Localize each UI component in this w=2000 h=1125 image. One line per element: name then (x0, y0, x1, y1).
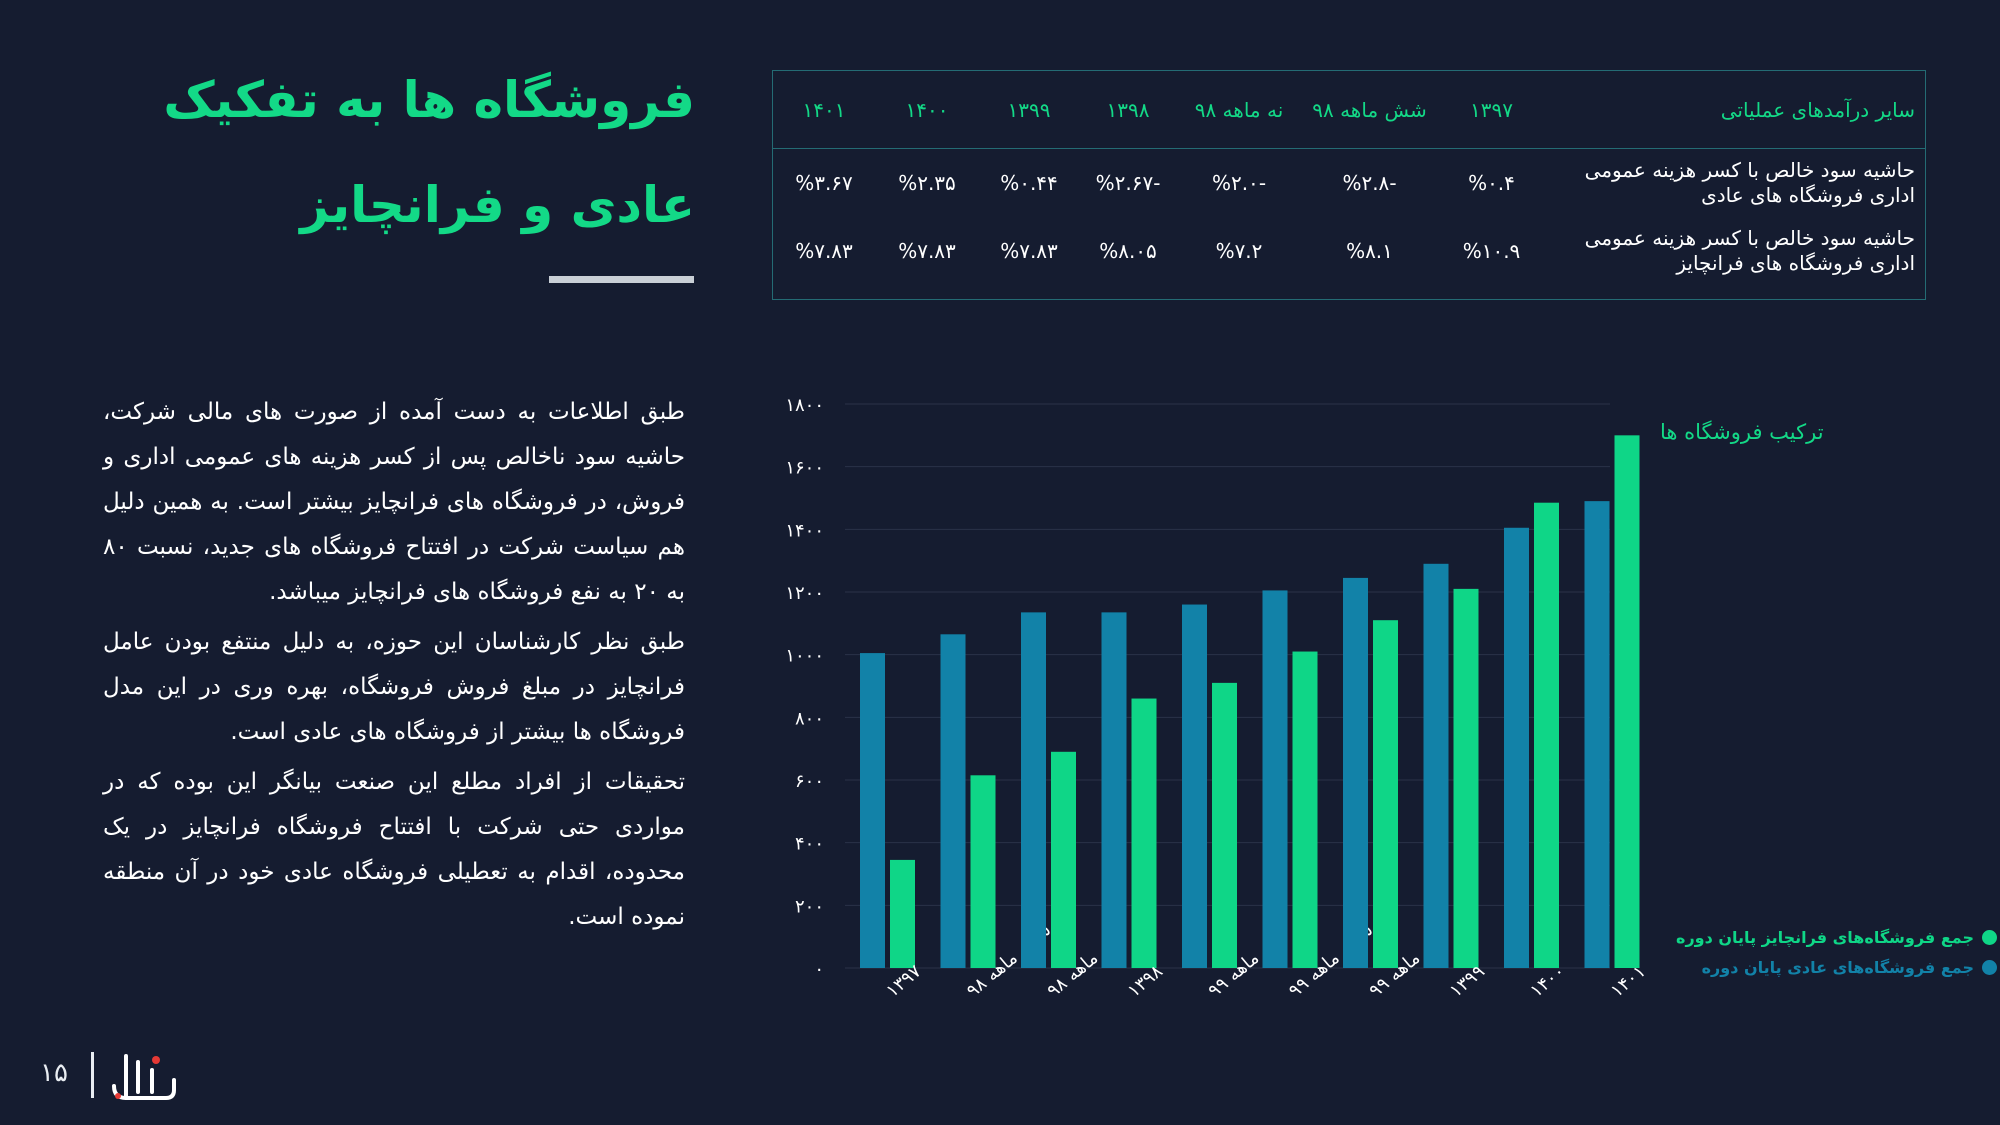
footer-divider (91, 1052, 94, 1098)
row-label-line: اداری فروشگاه های عادی (1701, 183, 1915, 207)
x-tick-label: ۱۳۹۸ (1124, 961, 1167, 1002)
table-cell: %۷.۲ (1215, 239, 1263, 263)
margin-table: سایر درآمدهای عملیاتی ۱۳۹۷ شش ماهه ۹۸ نه… (772, 70, 1926, 300)
table-cell: -%۲.۸ (1342, 171, 1397, 195)
bar-regular (1182, 604, 1207, 968)
table-row: حاشیه سود خالص با کسر هزینه عمومی اداری … (773, 217, 1925, 285)
table-cell: %۱۰.۹ (1462, 239, 1521, 263)
bar-franchise (1453, 588, 1479, 968)
legend-item-franchise: جمع فروشگاه‌های فرانچایز پایان دوره (1676, 922, 1998, 952)
y-tick-label: ۱۶۰۰ (785, 458, 824, 479)
bar-regular (940, 634, 966, 968)
row-label-line: حاشیه سود خالص با کسر هزینه عمومی (1584, 226, 1915, 250)
bar-regular (1343, 577, 1368, 968)
title-line-1: فروشگاه ها به تفکیک (163, 71, 695, 129)
body-text: طبق اطلاعات به دست آمده از صورت های مالی… (103, 390, 685, 945)
y-tick-label: ۱۴۰۰ (785, 520, 824, 541)
bar-franchise (1131, 698, 1157, 968)
bar-regular (860, 653, 885, 968)
margin-table-grid: سایر درآمدهای عملیاتی ۱۳۹۷ شش ماهه ۹۸ نه… (773, 71, 1925, 285)
table-header-cell: ۱۳۹۷ (1438, 71, 1545, 149)
y-tick-label: ۱۰۰۰ (785, 646, 824, 667)
table-header-cell: شش ماهه ۹۸ (1301, 71, 1438, 149)
y-tick-label: ۱۸۰۰ (785, 395, 824, 416)
legend-item-regular: جمع فروشگاه‌های عادی پایان دوره (1676, 952, 1998, 982)
paragraph-1: طبق اطلاعات به دست آمده از صورت های مالی… (103, 399, 685, 605)
table-cell: %۰.۴۴ (1000, 171, 1058, 195)
bar-regular (1021, 612, 1046, 968)
bar-franchise (1614, 435, 1640, 968)
table-cell: %۸.۱ (1346, 239, 1393, 263)
x-tick-label: ۱۳۹۷ (882, 961, 925, 1002)
bar-franchise (890, 859, 915, 968)
bar-franchise (1373, 620, 1398, 968)
x-tick-label: ۱۴۰۱ (1607, 961, 1650, 1002)
bar-regular (1504, 527, 1529, 968)
row-label: حاشیه سود خالص با کسر هزینه عمومی اداری … (1545, 149, 1925, 218)
table-cell: %۷.۸۳ (795, 239, 853, 263)
y-tick-label: ۱۲۰۰ (785, 583, 824, 604)
table-cell: %۳.۶۷ (795, 171, 853, 195)
table-header-label: سایر درآمدهای عملیاتی (1545, 71, 1925, 149)
x-tick-label: ۱۳۹۹ (1446, 961, 1489, 1002)
table-cell: %۷.۸۳ (1000, 239, 1058, 263)
table-cell: %۲.۳۵ (898, 171, 956, 195)
table-header-cell: ۱۳۹۸ (1079, 71, 1177, 149)
bar-franchise (1212, 682, 1237, 968)
y-tick-label: ۴۰۰ (795, 834, 824, 855)
page-number: ۱۵ (40, 1058, 68, 1088)
bar-regular (1423, 563, 1449, 968)
table-header-cell: ۱۴۰۰ (875, 71, 979, 149)
slide-title: فروشگاه ها به تفکیک عادی و فرانچایز (75, 48, 695, 258)
table-header-cell: ۱۴۰۱ (773, 71, 875, 149)
legend-label-regular: جمع فروشگاه‌های عادی پایان دوره (1701, 957, 1975, 977)
legend-dot-franchise (1982, 929, 1998, 945)
bar-franchise (970, 775, 996, 968)
title-line-2: عادی و فرانچایز (300, 176, 695, 234)
y-tick-label: ۶۰۰ (795, 771, 824, 792)
chart-legend: جمع فروشگاه‌های فرانچایز پایان دوره جمع … (1676, 922, 1998, 982)
bar-franchise (1292, 651, 1318, 968)
x-tick-label: ۱۴۰۰ (1526, 961, 1569, 1002)
y-tick-label: ۲۰۰ (795, 896, 824, 917)
title-underline (549, 276, 694, 283)
table-header-cell: نه ماهه ۹۸ (1177, 71, 1301, 149)
legend-label-franchise: جمع فروشگاه‌های فرانچایز پایان دوره (1676, 927, 1975, 947)
y-tick-label: ۸۰۰ (795, 708, 824, 729)
table-cell: %۷.۸۳ (898, 239, 956, 263)
table-cell: %۸.۰۵ (1099, 239, 1157, 263)
bar-franchise (1051, 751, 1076, 968)
bar-franchise (1534, 502, 1559, 968)
table-cell: -%۲.۶۷ (1095, 171, 1161, 195)
table-cell: -%۲.۰ (1211, 171, 1267, 195)
y-tick-label: ۰ (814, 959, 824, 980)
bar-regular (1101, 612, 1127, 968)
table-header-cell: ۱۳۹۹ (979, 71, 1079, 149)
table-cell: %۰.۴ (1468, 171, 1515, 195)
chart-title: ترکیب فروشگاه ها (1660, 420, 1824, 444)
bar-regular (1584, 501, 1610, 968)
bar-regular (1262, 590, 1288, 968)
table-row: حاشیه سود خالص با کسر هزینه عمومی اداری … (773, 149, 1925, 218)
legend-dot-regular (1982, 959, 1998, 975)
table-header-row: سایر درآمدهای عملیاتی ۱۳۹۷ شش ماهه ۹۸ نه… (773, 71, 1925, 149)
row-label-line: حاشیه سود خالص با کسر هزینه عمومی (1584, 158, 1915, 182)
row-label: حاشیه سود خالص با کسر هزینه عمومی اداری … (1545, 217, 1925, 285)
row-label-line: اداری فروشگاه های فرانچایز (1676, 251, 1915, 275)
paragraph-3: تحقیقات از افراد مطلع این صنعت بیانگر ای… (103, 769, 685, 930)
paragraph-2: طبق نظر کارشناسان این حوزه، به دلیل منتف… (103, 629, 685, 745)
brand-logo-icon (112, 1054, 176, 1100)
